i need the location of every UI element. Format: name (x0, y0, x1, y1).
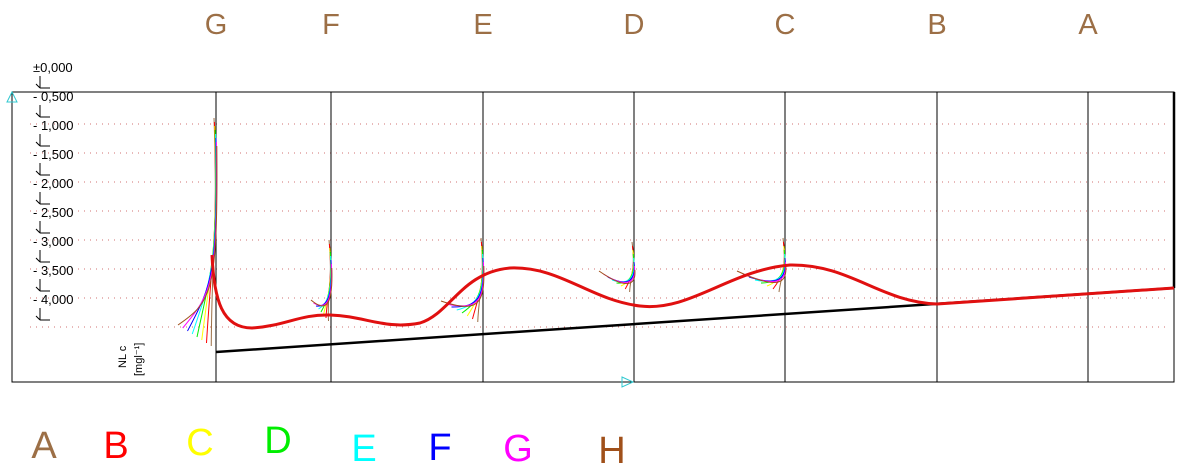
sample-curve (310, 267, 333, 307)
profile-letter: B (927, 9, 946, 41)
y-axis-marker-icon (6, 90, 18, 103)
legend-letter: C (186, 422, 213, 464)
depth-tick-label: - 2,500 (33, 205, 73, 220)
depth-tick-arrow (35, 134, 50, 147)
profile-lines (215, 92, 1089, 382)
profile-letter: E (473, 9, 492, 41)
x-axis-marker-icon (621, 376, 635, 388)
depth-tick-arrow (35, 163, 50, 176)
profile-letter: C (775, 9, 796, 41)
depth-tick-arrow (35, 192, 50, 205)
depth-tick-label: - 2,000 (33, 176, 73, 191)
legend-letter: G (503, 428, 533, 470)
depth-tick-label: - 0,500 (33, 89, 73, 104)
depth-tick-arrow (35, 221, 50, 234)
legend-letter: A (31, 425, 57, 467)
sample-curves (177, 117, 787, 347)
ylabel: NL c (117, 345, 129, 368)
gridlines (30, 123, 1168, 328)
depth-tick-arrow (35, 308, 50, 321)
plot-border (11, 91, 1175, 383)
depth-tick-label: ±0,000 (33, 60, 73, 75)
profile-letter: A (1078, 9, 1098, 41)
legend-letter: H (598, 430, 625, 472)
axis-markers (6, 90, 635, 388)
sample-curve (177, 145, 218, 326)
series-legend: A B C D E F G H (31, 420, 625, 472)
depth-tick-arrow (35, 250, 50, 263)
depth-tick-arrow (35, 105, 50, 118)
depth-axis: ±0,000 - 0,500 - 1,000 - 1,500 - 2,000 - 2,50… (33, 60, 73, 321)
unit-label: NL c [mgl⁻¹] (117, 343, 145, 376)
red-interpolated-line (210, 254, 1175, 330)
depth-tick-label: - 3,500 (33, 263, 73, 278)
profile-letter: G (205, 9, 228, 41)
depth-tick-arrow (35, 279, 50, 292)
interpolated-line (210, 254, 1175, 330)
depth-tick-label: - 3,000 (33, 234, 73, 249)
sample-curve (182, 141, 218, 329)
legend-letter: B (103, 425, 128, 467)
depth-tick-label: - 1,000 (33, 118, 73, 133)
profile-letter: D (624, 9, 645, 41)
yunit: [mgl⁻¹] (133, 343, 145, 376)
legend-letter: F (428, 427, 451, 469)
depth-tick-label: - 1,500 (33, 147, 73, 162)
depth-tick-arrow (35, 76, 50, 89)
sample-curve (318, 255, 332, 310)
plot-frame (11, 91, 1175, 383)
legend-letter: E (351, 428, 376, 470)
depth-tick-label: - 4,000 (33, 292, 73, 307)
profile-letter: F (322, 9, 340, 41)
legend-letter: D (264, 420, 291, 462)
sample-curve (598, 269, 636, 284)
baseline (215, 92, 1176, 354)
sample-curve (611, 257, 635, 283)
